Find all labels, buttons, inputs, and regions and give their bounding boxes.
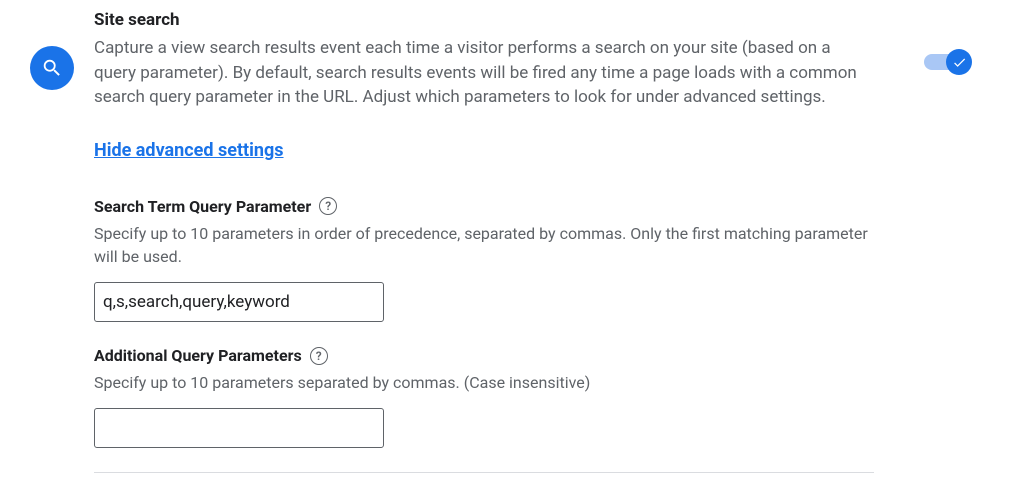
hide-advanced-settings-link[interactable]: Hide advanced settings — [94, 140, 284, 161]
search-term-field: Search Term Query Parameter ? Specify up… — [94, 197, 874, 322]
section-title: Site search — [94, 10, 874, 30]
help-icon[interactable]: ? — [310, 347, 328, 365]
site-search-toggle[interactable] — [924, 54, 968, 70]
toggle-knob — [946, 49, 972, 75]
help-icon[interactable]: ? — [319, 197, 337, 215]
search-term-input[interactable] — [94, 282, 384, 322]
toggle-container — [924, 54, 968, 70]
additional-params-field: Additional Query Parameters ? Specify up… — [94, 346, 874, 448]
search-term-description: Specify up to 10 parameters in order of … — [94, 222, 874, 268]
additional-params-label: Additional Query Parameters — [94, 346, 302, 365]
site-search-section: Site search Capture a view search result… — [30, 10, 994, 473]
additional-params-description: Specify up to 10 parameters separated by… — [94, 371, 874, 394]
search-icon — [30, 46, 74, 90]
section-description: Capture a view search results event each… — [94, 36, 874, 110]
content-column: Site search Capture a view search result… — [94, 10, 874, 473]
divider — [94, 472, 874, 473]
search-term-label: Search Term Query Parameter — [94, 197, 311, 216]
additional-params-input[interactable] — [94, 408, 384, 448]
